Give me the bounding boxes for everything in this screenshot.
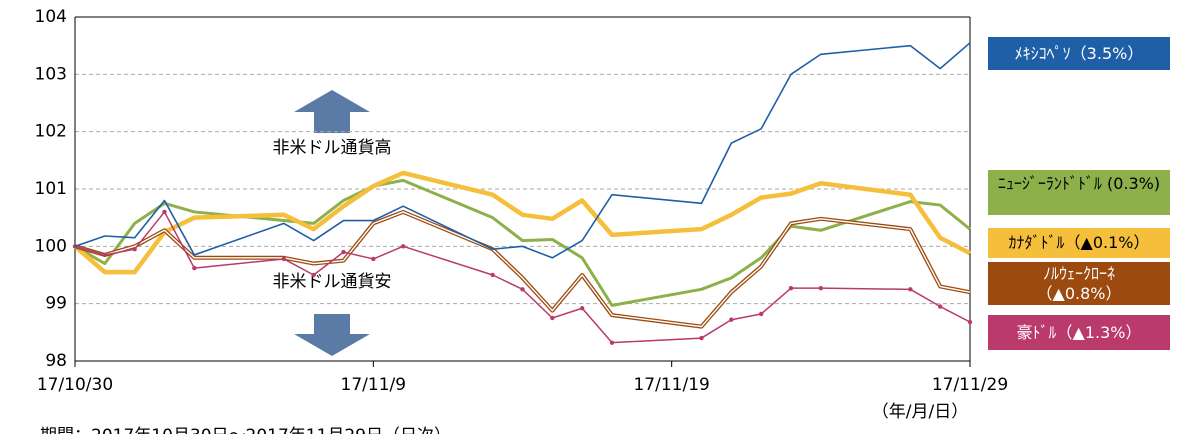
point	[937, 304, 943, 309]
y-tick-label: 99	[45, 294, 67, 314]
y-tick-label: 98	[45, 351, 67, 371]
legend-entry: ｶﾅﾀﾞﾄﾞﾙ（▲0.1%）	[988, 228, 1170, 258]
line-series	[73, 170, 972, 275]
point	[281, 256, 287, 262]
footnote: 期間：2017年10月30日～2017年11月29日（日次）	[40, 426, 451, 434]
legend-entry: ﾆｭｰｼﾞｰﾗﾝﾄﾞﾄﾞﾙ (0.3%)	[988, 170, 1170, 215]
x-tick-label: 17/10/30	[37, 375, 113, 395]
y-tick-label: 103	[35, 64, 67, 84]
point	[371, 256, 376, 262]
point	[550, 315, 555, 321]
line-inner	[74, 211, 971, 328]
point	[967, 319, 973, 325]
legend-entry: ﾒｷｼｺﾍﾟｿ（3.5%）	[988, 37, 1170, 70]
x-tick-label: 17/11/9	[341, 375, 407, 395]
point	[758, 311, 764, 317]
point	[400, 244, 406, 249]
point	[192, 265, 197, 271]
point	[311, 272, 316, 278]
annotation: 非米ドル通貨安	[273, 272, 392, 292]
legend-entry: 豪ﾄﾞﾙ（▲1.3%）	[988, 315, 1170, 350]
annotation: 非米ドル通貨高	[273, 138, 392, 158]
x-tick-label: 17/11/19	[633, 375, 709, 395]
legend-entry: ﾉﾙｳｪｰｸﾛｰﾈ（▲0.8%）	[988, 262, 1170, 305]
point	[788, 285, 794, 291]
point	[818, 285, 824, 291]
y-tick-label: 104	[35, 7, 67, 27]
point	[908, 287, 913, 292]
point	[490, 272, 495, 278]
y-tick-label: 102	[35, 122, 67, 142]
point	[162, 209, 167, 215]
down-arrow	[294, 314, 370, 356]
line-series	[74, 209, 971, 329]
point	[341, 249, 346, 255]
x-unit: （年/月/日）	[872, 402, 968, 422]
point	[729, 317, 734, 322]
up-arrow	[294, 90, 370, 133]
point	[132, 247, 137, 252]
point	[609, 340, 615, 345]
line-series	[74, 42, 971, 259]
point	[102, 252, 108, 258]
point	[699, 335, 704, 341]
y-tick-label: 100	[35, 236, 67, 256]
point	[579, 306, 585, 311]
x-tick-label: 17/11/29	[932, 375, 1008, 395]
y-tick-label: 101	[35, 179, 67, 199]
point	[520, 287, 525, 292]
line-series	[74, 178, 971, 307]
